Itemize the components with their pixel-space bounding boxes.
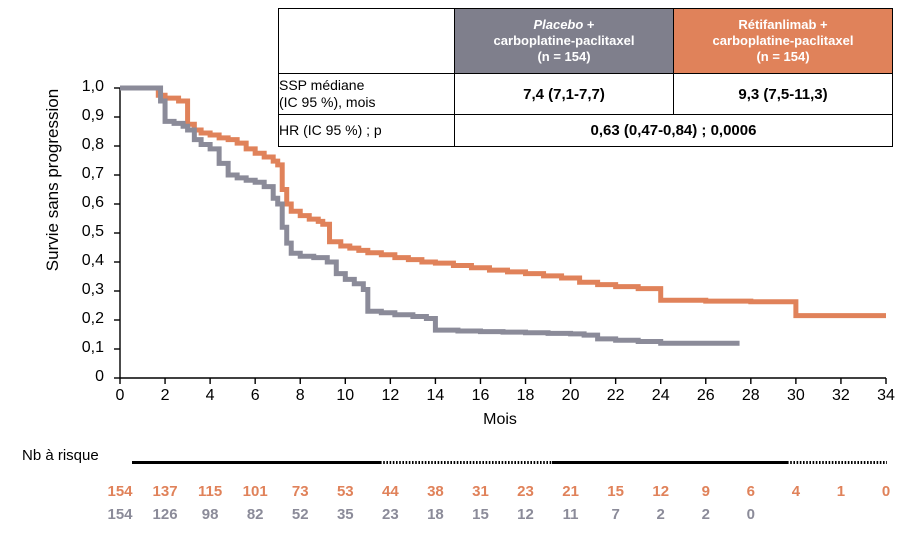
y-tick-label: 1,0 (81, 78, 104, 95)
risk-number-placebo: 2 (701, 506, 710, 523)
risk-number-placebo: 35 (336, 506, 354, 523)
x-tick-label: 20 (561, 387, 580, 404)
risk-number-retifanlimab: 4 (791, 483, 801, 500)
header-arm-placebo: Placebo + carboplatine-paclitaxel (n = 1… (454, 8, 674, 74)
risk-number-retifanlimab: 21 (562, 483, 579, 500)
header-arm-retifanlimab-n: (n = 154) (756, 49, 810, 64)
y-tick-label: 0,5 (81, 223, 104, 240)
header-arm-placebo-n: (n = 154) (537, 49, 591, 64)
x-tick-label: 34 (877, 387, 895, 404)
risk-number-placebo: 15 (472, 506, 489, 523)
x-tick-label: 30 (786, 387, 805, 404)
table-row-hazard-ratio: HR (IC 95 %) ; p 0,63 (0,47-0,84) ; 0,00… (278, 114, 893, 147)
risk-number-placebo: 11 (562, 506, 579, 523)
chart-series (120, 85, 886, 346)
risk-number-retifanlimab: 15 (607, 483, 624, 500)
x-tick-label: 26 (696, 387, 715, 404)
hazard-ratio-value: 0,63 (0,47-0,84) ; 0,0006 (454, 114, 893, 147)
risk-number-retifanlimab: 44 (382, 483, 399, 500)
header-arm-retifanlimab-line2: carboplatine-paclitaxel (712, 33, 854, 48)
risk-number-retifanlimab: 1 (836, 483, 846, 500)
risk-number-retifanlimab: 137 (152, 483, 178, 500)
x-tick-label: 18 (516, 387, 535, 404)
y-tick-label: 0 (95, 368, 104, 385)
risk-number-retifanlimab: 73 (291, 483, 309, 500)
y-tick-label: 0,3 (81, 281, 104, 298)
y-tick-label: 0,7 (81, 165, 104, 182)
y-tick-label: 0,9 (81, 107, 104, 124)
x-tick-label: 16 (471, 387, 490, 404)
risk-number-placebo: 98 (201, 506, 219, 523)
header-arm-placebo-name: Placebo (533, 17, 584, 32)
row-label-median-pfs: SSP médiane (IC 95 %), mois (278, 73, 455, 115)
risk-number-retifanlimab: 31 (472, 483, 489, 500)
x-tick-label: 32 (832, 387, 850, 404)
x-tick-label: 0 (115, 387, 125, 404)
risk-number-placebo: 7 (611, 506, 620, 523)
risk-number-retifanlimab: 0 (881, 483, 891, 500)
risk-number-placebo: 154 (107, 506, 133, 523)
risk-number-placebo: 2 (656, 506, 665, 523)
x-tick-label: 14 (426, 387, 445, 404)
risk-number-placebo: 23 (382, 506, 399, 523)
row-label-hazard-ratio: HR (IC 95 %) ; p (278, 114, 455, 147)
row-label-median-pfs-line2: (IC 95 %), mois (279, 94, 376, 110)
y-tick-label: 0,6 (81, 194, 104, 211)
header-arm-retifanlimab-plus: + (816, 17, 828, 32)
y-tick-label: 0,2 (81, 310, 104, 327)
median-pfs-placebo-value: 7,4 (7,1-7,7) (454, 73, 674, 115)
row-label-median-pfs-line1: SSP médiane (279, 77, 365, 93)
risk-number-retifanlimab: 38 (427, 483, 444, 500)
risk-number-placebo: 18 (427, 506, 444, 523)
median-pfs-retifanlimab-value: 9,3 (7,5-11,3) (673, 73, 893, 115)
summary-table: Placebo + carboplatine-paclitaxel (n = 1… (278, 8, 893, 147)
header-arm-placebo-plus: + (583, 17, 595, 32)
risk-number-retifanlimab: 101 (242, 483, 268, 500)
header-arm-retifanlimab-name: Rétifanlimab (738, 17, 817, 32)
risk-number-retifanlimab: 9 (701, 483, 710, 500)
risk-number-retifanlimab: 6 (746, 483, 755, 500)
x-tick-label: 24 (651, 387, 670, 404)
header-arm-placebo-line2: carboplatine-paclitaxel (493, 33, 635, 48)
risk-table-rule (132, 461, 887, 464)
risk-number-retifanlimab: 115 (198, 483, 223, 500)
x-axis-title: Mois (483, 411, 517, 428)
y-tick-label: 0,8 (81, 136, 104, 153)
risk-number-placebo: 126 (152, 506, 178, 523)
x-tick-label: 10 (336, 387, 355, 404)
risk-number-placebo: 52 (291, 506, 309, 523)
header-blank-cell (278, 8, 455, 74)
risk-number-retifanlimab: 23 (517, 483, 534, 500)
x-tick-label: 22 (606, 387, 625, 404)
x-tick-label: 6 (250, 387, 260, 404)
x-tick-label: 8 (295, 387, 305, 404)
table-row-median-pfs: SSP médiane (IC 95 %), mois 7,4 (7,1-7,7… (278, 73, 893, 115)
x-tick-label: 28 (741, 387, 760, 404)
risk-table-title: Nb à risque (22, 447, 99, 464)
chart-axes (114, 87, 887, 384)
risk-number-placebo: 12 (517, 506, 534, 523)
risk-number-placebo: 82 (246, 506, 264, 523)
risk-number-retifanlimab: 53 (336, 483, 354, 500)
risk-number-placebo: 0 (746, 506, 755, 523)
risk-number-retifanlimab: 12 (652, 483, 670, 500)
x-tick-label: 12 (381, 387, 400, 404)
risk-number-retifanlimab: 154 (107, 483, 133, 500)
header-arm-retifanlimab: Rétifanlimab + carboplatine-paclitaxel (… (673, 8, 893, 74)
x-tick-label: 4 (205, 387, 215, 404)
x-tick-label: 2 (160, 387, 170, 404)
y-tick-label: 0,4 (81, 252, 104, 269)
y-tick-label: 0,1 (81, 339, 104, 356)
table-header-row: Placebo + carboplatine-paclitaxel (n = 1… (278, 8, 893, 74)
